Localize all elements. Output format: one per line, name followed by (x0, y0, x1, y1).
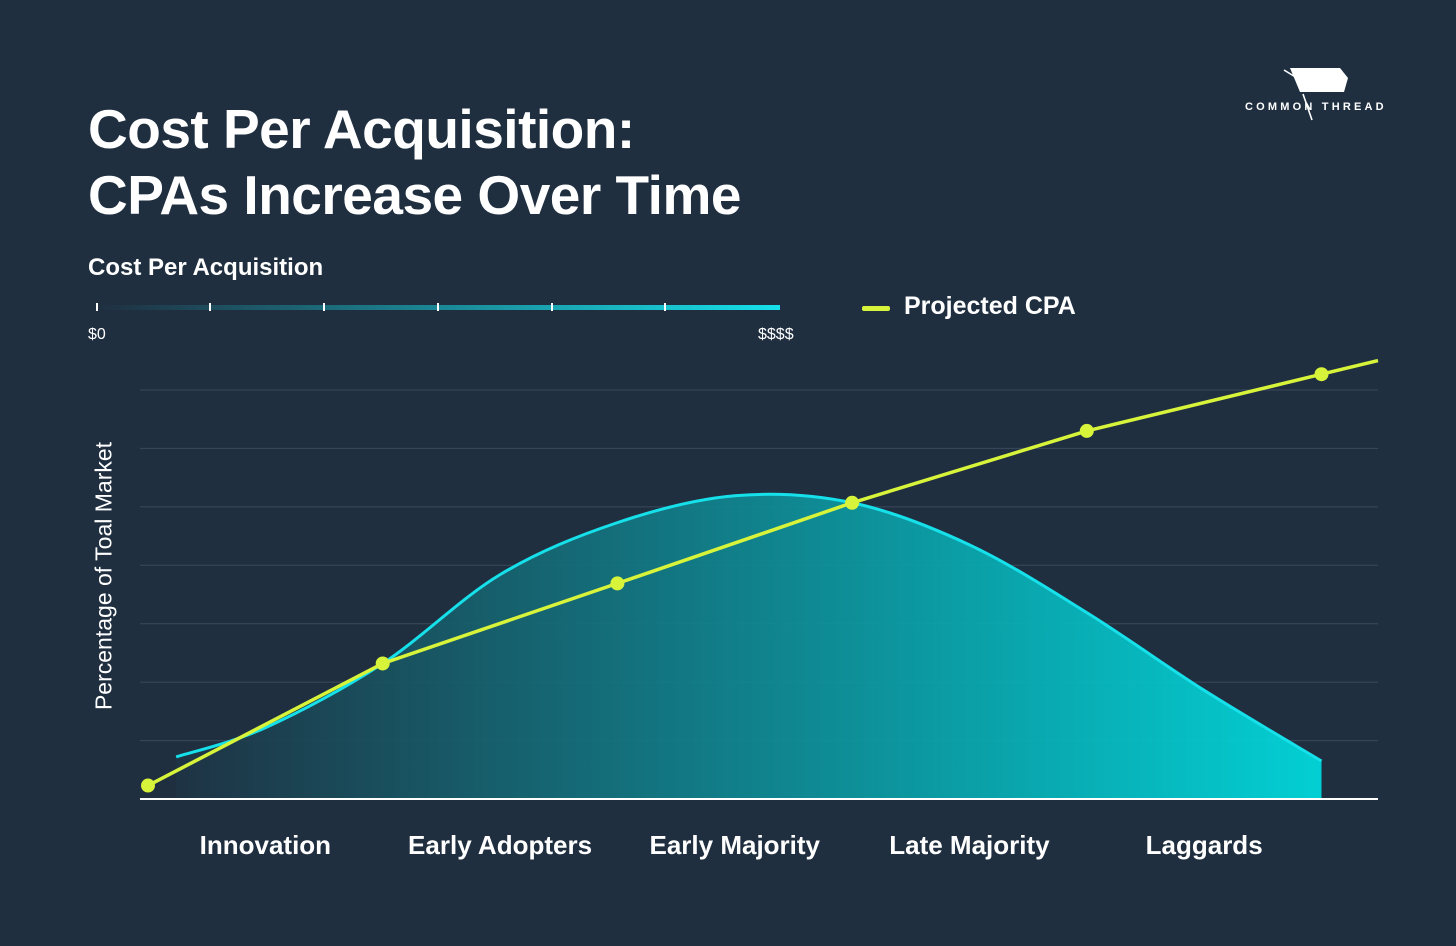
category-label: Early Majority (649, 830, 821, 860)
title-line-1: Cost Per Acquisition: (88, 98, 635, 160)
category-label: Late Majority (889, 830, 1050, 860)
market-area-fill (176, 494, 1322, 799)
cpa-point (141, 778, 155, 793)
chart-title: Cost Per Acquisition: CPAs Increase Over… (88, 96, 741, 228)
scale-max-label: $$$$ (758, 326, 794, 343)
flag-icon (1283, 68, 1348, 121)
category-label: Laggards (1145, 830, 1263, 860)
cpa-point (845, 495, 860, 510)
cpa-point (610, 576, 625, 591)
market-curve (175, 492, 1323, 763)
cpa-point (375, 656, 390, 671)
title-line-2: CPAs Increase Over Time (88, 164, 741, 226)
scale-title: Cost Per Acquisition (88, 254, 324, 281)
legend-label: Projected CPA (904, 292, 1076, 320)
category-label: Early Adopters (408, 830, 593, 860)
category-label: Innovation (199, 830, 332, 860)
brand-name: COMMON THREAD (1245, 101, 1387, 113)
legend-swatch (862, 306, 890, 311)
cpa-point (1079, 423, 1094, 438)
scale-min-label: $0 (88, 326, 106, 343)
cpa-point (1314, 367, 1329, 382)
